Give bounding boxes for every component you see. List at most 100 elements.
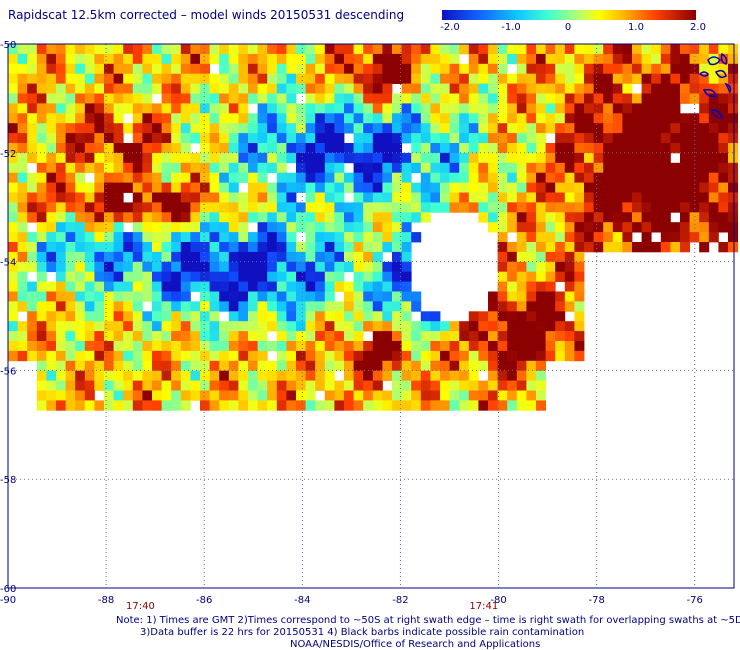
wind-difference-cell (584, 113, 594, 124)
wind-difference-cell (651, 73, 662, 84)
wind-difference-cell (200, 271, 210, 282)
wind-difference-cell (612, 162, 623, 174)
wind-difference-cell (305, 133, 316, 144)
wind-difference-cell (56, 182, 66, 193)
wind-difference-cell (689, 202, 700, 213)
longitude-label: -90 (0, 595, 16, 606)
wind-difference-cell (152, 172, 162, 183)
wind-difference-cell (526, 143, 537, 154)
wind-difference-cell (344, 93, 354, 104)
wind-difference-cell (574, 172, 585, 183)
wind-difference-cell (497, 360, 508, 372)
wind-difference-cell (536, 162, 546, 174)
wind-difference-cell (574, 133, 585, 144)
wind-difference-cell (545, 113, 556, 124)
wind-difference-cell (94, 103, 105, 114)
wind-difference-cell (180, 172, 191, 183)
wind-difference-cell (430, 63, 441, 75)
wind-difference-cell (680, 93, 690, 104)
wind-difference-cell (286, 182, 297, 193)
wind-difference-cell (27, 53, 38, 65)
wind-difference-cell (56, 123, 66, 134)
wind-difference-cell (180, 291, 191, 302)
wind-difference-cell (315, 123, 326, 134)
wind-difference-cell (75, 63, 86, 75)
wind-difference-cell (8, 73, 18, 84)
wind-difference-cell (248, 113, 258, 124)
wind-difference-cell (440, 53, 450, 65)
wind-difference-cell (574, 321, 585, 332)
wind-difference-cell (219, 331, 230, 342)
wind-difference-cell (612, 63, 623, 75)
wind-difference-cell (315, 222, 326, 233)
wind-difference-cell (267, 202, 278, 213)
wind-difference-cell (420, 182, 431, 193)
wind-difference-cell (516, 261, 527, 273)
wind-difference-cell (382, 44, 393, 55)
wind-difference-cell (75, 44, 86, 55)
wind-difference-cell (132, 242, 143, 253)
wind-difference-cell (46, 192, 57, 203)
wind-difference-cell (401, 44, 412, 55)
wind-difference-cell (228, 182, 239, 193)
wind-difference-cell (276, 222, 287, 233)
wind-difference-cell (8, 113, 18, 124)
wind-difference-cell (200, 291, 210, 302)
wind-difference-cell (200, 360, 210, 372)
wind-difference-cell (152, 202, 162, 213)
wind-difference-cell (680, 162, 690, 174)
wind-difference-cell (219, 380, 230, 391)
swath-time-label: 17:41 (469, 601, 498, 612)
wind-difference-cell (171, 143, 182, 154)
wind-difference-cell (564, 162, 575, 174)
wind-difference-cell (276, 93, 287, 104)
wind-difference-cell (641, 222, 652, 233)
wind-difference-cell (296, 350, 306, 362)
wind-difference-cell (8, 143, 18, 154)
wind-difference-cell (344, 301, 354, 312)
wind-difference-cell (46, 152, 57, 164)
wind-difference-cell (324, 162, 335, 174)
wind-difference-cell (228, 331, 239, 342)
wind-difference-cell (161, 321, 172, 332)
wind-difference-cell (497, 152, 508, 164)
wind-difference-cell (353, 83, 364, 94)
wind-difference-cell (372, 350, 383, 362)
wind-difference-cell (468, 380, 479, 391)
wind-difference-cell (190, 63, 201, 75)
wind-difference-cell (305, 182, 316, 193)
wind-difference-cell (65, 341, 76, 352)
wind-difference-cell (584, 53, 594, 65)
wind-difference-cell (449, 44, 460, 55)
wind-difference-cell (440, 143, 450, 154)
wind-difference-cell (36, 44, 47, 55)
wind-difference-cell (305, 311, 316, 322)
wind-difference-cell (353, 162, 364, 174)
longitude-label: -82 (392, 595, 408, 606)
wind-difference-cell (161, 390, 172, 401)
wind-difference-cell (36, 301, 47, 312)
wind-difference-cell (392, 281, 402, 292)
wind-difference-cell (401, 182, 412, 193)
wind-difference-cell (200, 73, 210, 84)
wind-difference-cell (219, 261, 230, 273)
wind-difference-cell (219, 271, 230, 282)
wind-difference-cell (478, 152, 489, 164)
wind-difference-cell (46, 311, 57, 322)
wind-difference-cell (382, 202, 393, 213)
wind-difference-cell (171, 133, 182, 144)
wind-difference-cell (238, 83, 249, 94)
wind-difference-cell (8, 192, 18, 203)
wind-difference-cell (248, 73, 258, 84)
wind-difference-cell (372, 281, 383, 292)
wind-difference-cell (296, 53, 306, 65)
wind-difference-cell (353, 212, 364, 223)
wind-difference-cell (315, 360, 326, 372)
wind-difference-cell (152, 370, 162, 381)
wind-difference-cell (171, 341, 182, 352)
wind-difference-cell (248, 63, 258, 75)
wind-difference-cell (728, 73, 738, 84)
wind-difference-cell (545, 261, 556, 273)
wind-difference-cell (526, 350, 537, 362)
wind-difference-cell (324, 143, 335, 154)
